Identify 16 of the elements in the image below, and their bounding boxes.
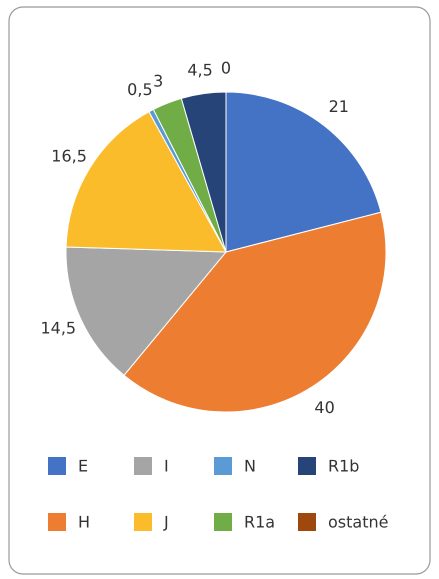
data-label: 14,5 (40, 318, 76, 338)
data-label: 0,5 (127, 80, 153, 99)
legend-label: I (164, 456, 169, 476)
data-label: 16,5 (51, 146, 87, 166)
legend-label: J (163, 512, 169, 532)
data-label: 21 (328, 97, 349, 116)
legend-label: ostatné (328, 512, 388, 532)
text: 0 (220, 58, 232, 78)
legend-label: R1a (244, 512, 276, 532)
legend-label: H (78, 512, 90, 532)
data-label: 4,5 (187, 60, 213, 80)
legend-label: E (78, 456, 88, 476)
legend-label: R1b (328, 456, 360, 476)
data-label: 3 (153, 72, 164, 91)
data-label: 40 (314, 398, 335, 417)
legend-label: N (244, 456, 256, 476)
